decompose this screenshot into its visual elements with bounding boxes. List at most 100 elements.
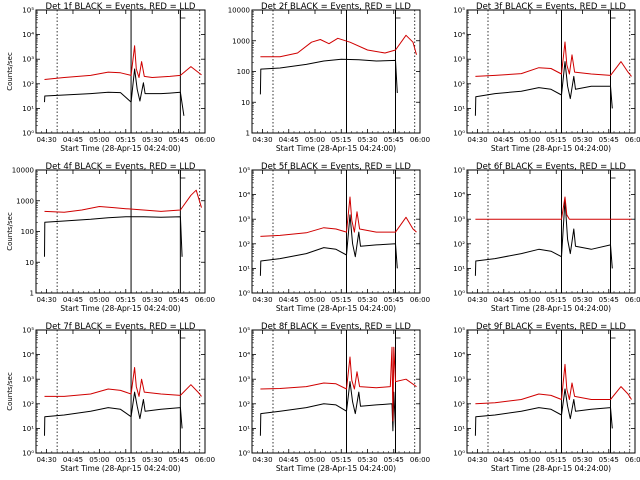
x-tick-label: 04:30: [252, 296, 272, 304]
y-tick-label: 10⁴: [238, 351, 250, 359]
lld-series-line: [475, 196, 632, 220]
chart-title: Det 7f BLACK = Events, RED = LLD: [46, 322, 196, 332]
plot-frame: [466, 329, 636, 454]
x-tick-label: 06:00: [195, 136, 215, 144]
range-bracket: [395, 10, 401, 19]
x-tick-label: 06:00: [195, 296, 215, 304]
events-series-line: [44, 391, 183, 436]
x-tick-label: 06:00: [410, 296, 430, 304]
y-tick-label: 10³: [238, 376, 250, 384]
y-tick-label: 10⁵: [238, 167, 250, 175]
y-tick-label: 10⁴: [453, 351, 465, 359]
y-tick-label: 10000: [12, 167, 34, 175]
panel-det-7: 10⁰ 10¹ 10² 10³ 10⁴ 10⁵ 04:30 04:45 05:00 05:15 05…: [6, 322, 215, 473]
y-tick-label: 100: [237, 68, 250, 76]
y-tick-label: 10²: [453, 400, 465, 408]
y-tick-label: 100: [21, 228, 34, 236]
panel-det-5: 10⁰ 10¹ 10² 10³ 10⁴ 10⁵ 04:30 04:45 05:00 05:15 05…: [238, 162, 430, 313]
panel-det-8: 10⁰ 10¹ 10² 10³ 10⁴ 10⁵ 04:30 04:45 05:00 05:15 05…: [238, 322, 430, 473]
y-tick-label: 10⁴: [453, 191, 465, 199]
y-tick-label: 10²: [453, 240, 465, 248]
y-tick-label: 10¹: [238, 425, 250, 433]
x-tick-label: 04:45: [494, 296, 514, 304]
range-bracket: [610, 330, 616, 339]
x-tick-label: 05:15: [546, 456, 566, 464]
events-series-line: [474, 199, 613, 276]
y-tick-label: 10⁴: [22, 351, 34, 359]
y-tick-label: 10²: [22, 80, 34, 88]
y-tick-label: 10⁰: [238, 450, 250, 458]
y-tick-label: 10000: [228, 7, 250, 15]
lld-series-line: [260, 346, 417, 422]
y-tick-label: 10³: [238, 216, 250, 224]
x-tick-label: 05:30: [142, 456, 162, 464]
y-tick-label: 10¹: [453, 425, 465, 433]
plot-frame: [251, 169, 421, 294]
y-tick-label: 10¹: [453, 265, 465, 273]
panel-det-9: 10⁰ 10¹ 10² 10³ 10⁴ 10⁵ 04:30 04:45 05:00 05:15 05…: [453, 322, 640, 473]
plot-frame: [35, 329, 206, 454]
events-series-line: [474, 388, 613, 436]
x-tick-label: 06:00: [195, 456, 215, 464]
chart-title: Det 5f BLACK = Events, RED = LLD: [261, 162, 411, 172]
x-axis-label: Start Time (28-Apr-15 04:24:00): [60, 304, 180, 313]
x-tick-label: 04:45: [279, 136, 299, 144]
x-axis-label: Start Time (28-Apr-15 04:24:00): [276, 144, 396, 153]
x-tick-label: 04:30: [467, 136, 487, 144]
y-tick-label: 10⁵: [238, 327, 250, 335]
range-bracket: [610, 10, 616, 19]
y-tick-label: 10¹: [238, 265, 250, 273]
lld-series-line: [475, 41, 632, 77]
events-series-line: [44, 216, 183, 257]
chart-title: Det 8f BLACK = Events, RED = LLD: [261, 322, 411, 332]
x-tick-label: 06:00: [410, 136, 430, 144]
x-tick-label: 05:15: [546, 136, 566, 144]
x-tick-label: 05:45: [599, 456, 619, 464]
y-tick-label: 10⁴: [453, 31, 465, 39]
range-bracket: [179, 330, 186, 339]
panel-det-6: 10⁰ 10¹ 10² 10³ 10⁴ 10⁵ 04:30 04:45 05:00 05:15 05…: [453, 162, 640, 313]
x-tick-label: 05:45: [599, 136, 619, 144]
x-tick-label: 04:45: [63, 136, 83, 144]
y-tick-label: 1000: [16, 197, 34, 205]
events-series-line: [259, 381, 396, 436]
y-tick-label: 10³: [453, 376, 465, 384]
y-tick-label: 10⁴: [238, 191, 250, 199]
plot-frame: [35, 169, 206, 294]
panel-det-2: 1 10 100 1000 10000 04:30 04:45 05:00 05:15 05:30…: [228, 2, 430, 153]
panel-det-4: 1 10 100 1000 10000 04:30 04:45 05:00 05:15 05:30…: [6, 162, 215, 313]
y-axis-label: Counts/sec: [6, 212, 14, 251]
x-axis-label: Start Time (28-Apr-15 04:24:00): [60, 464, 180, 473]
panel-det-1: 10⁰ 10¹ 10² 10³ 10⁴ 10⁵ 04:30 04:45 05:00 05:15 05…: [6, 2, 215, 153]
y-tick-label: 1000: [232, 37, 250, 45]
panel-det-3: 10⁰ 10¹ 10² 10³ 10⁴ 10⁵ 04:30 04:45 05:00 05:15 05…: [453, 2, 640, 153]
y-tick-label: 10⁵: [22, 7, 34, 15]
x-axis-label: Start Time (28-Apr-15 04:24:00): [491, 464, 611, 473]
x-tick-label: 04:45: [494, 136, 514, 144]
x-tick-label: 06:00: [625, 296, 640, 304]
x-tick-label: 04:30: [467, 296, 487, 304]
chart-title: Det 4f BLACK = Events, RED = LLD: [46, 162, 196, 172]
range-bracket: [179, 10, 186, 19]
x-tick-label: 05:30: [142, 136, 162, 144]
x-tick-label: 05:45: [384, 136, 404, 144]
plot-frame: [251, 9, 421, 134]
y-tick-label: 10⁰: [453, 290, 465, 298]
events-series-line: [44, 68, 185, 116]
y-tick-label: 10²: [238, 240, 250, 248]
x-tick-label: 05:45: [169, 456, 189, 464]
y-tick-label: 10: [241, 99, 250, 107]
x-tick-label: 05:15: [331, 296, 351, 304]
x-axis-label: Start Time (28-Apr-15 04:24:00): [60, 144, 180, 153]
plot-frame: [466, 9, 636, 134]
x-axis-label: Start Time (28-Apr-15 04:24:00): [276, 304, 396, 313]
x-tick-label: 06:00: [625, 456, 640, 464]
y-tick-label: 10³: [22, 56, 34, 64]
x-tick-label: 04:45: [63, 456, 83, 464]
x-tick-label: 05:15: [116, 456, 136, 464]
y-axis-label: Counts/sec: [6, 52, 14, 91]
x-tick-label: 04:45: [279, 296, 299, 304]
x-tick-label: 05:15: [546, 296, 566, 304]
y-tick-label: 10¹: [22, 425, 34, 433]
y-tick-label: 10⁵: [453, 167, 465, 175]
